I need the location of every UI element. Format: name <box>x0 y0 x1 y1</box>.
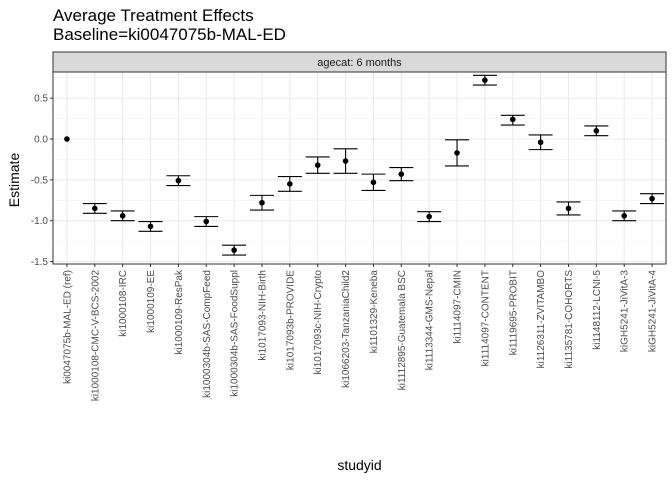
point-9 <box>314 162 321 168</box>
x-tick-label: ki0047075b-MAL-ED (ref) <box>62 270 73 384</box>
point-1 <box>91 205 98 212</box>
point-17 <box>537 139 544 146</box>
x-tick-label: ki1066203-TanzaniaChild2 <box>341 270 352 388</box>
point-6 <box>231 247 237 253</box>
x-tick-label: ki1101329-Keneba <box>369 270 380 354</box>
x-tick-label: ki1000304b-SAS-FoodSuppl <box>230 270 241 397</box>
data-points <box>64 77 655 253</box>
grid-lines <box>53 72 666 264</box>
chart-subtitle: Baseline=ki0047075b-MAL-ED <box>53 25 286 44</box>
point-4 <box>175 177 182 184</box>
point-7 <box>259 199 265 206</box>
chart-title: Average Treatment Effects <box>53 6 254 25</box>
point-5 <box>203 218 210 225</box>
y-tick-label: -0.5 <box>31 175 49 186</box>
point-14 <box>454 150 460 156</box>
y-tick-label: -1.5 <box>31 257 49 268</box>
x-tick-label: ki1112895-Guatemala BSC <box>397 270 408 390</box>
point-19 <box>593 128 600 134</box>
point-21 <box>649 195 655 202</box>
x-tick-label: ki1017093-NIH-Birth <box>257 270 268 361</box>
point-11 <box>370 179 377 186</box>
y-axis-ticks: 0.5 0.0 -0.5 -1.0 -1.5 <box>31 94 53 268</box>
y-tick-label: -1.0 <box>31 216 49 227</box>
point-3 <box>147 223 154 230</box>
x-tick-label: ki1000304b-SAS-CompFeed <box>202 270 213 398</box>
x-tick-label: ki1000109-EE <box>146 270 157 333</box>
point-15 <box>482 77 488 83</box>
point-8 <box>287 181 293 187</box>
point-12 <box>398 171 405 177</box>
plot-panel <box>52 71 667 265</box>
x-axis-title: studyid <box>337 457 381 473</box>
x-tick-label: kiGH5241-JiVitA-4 <box>648 270 659 353</box>
y-tick-label: 0.5 <box>34 94 48 105</box>
x-tick-label: ki1017093c-NIH-Crypto <box>313 270 324 375</box>
facet-label: agecat: 6 months <box>317 57 402 69</box>
y-tick-label: 0.0 <box>34 134 48 145</box>
x-tick-label: ki1114097-CMIN <box>453 270 464 344</box>
point-20 <box>621 212 628 219</box>
x-tick-label: ki1000108-IRC <box>118 270 129 337</box>
x-tick-label: ki1135781-COHORTS <box>564 270 575 369</box>
x-tick-label: ki1113344-GMS-Nepal <box>425 270 436 370</box>
point-10 <box>342 158 349 164</box>
y-axis-title: Estimate <box>6 153 22 208</box>
x-tick-label: ki1000108-CMC-V-BCS-2002 <box>90 270 101 402</box>
point-16 <box>509 116 516 123</box>
chart-title-block: Average Treatment Effects Baseline=ki004… <box>53 6 286 44</box>
x-tick-label: ki1119695-PROBIT <box>508 270 519 355</box>
x-axis-ticks: ki0047075b-MAL-ED (ref) ki1000108-CMC-V-B… <box>62 264 659 402</box>
x-tick-label: ki1114097-CONTENT <box>480 270 491 366</box>
point-0 <box>64 136 70 142</box>
x-tick-label: ki1126311-ZVITAMBO <box>536 270 547 369</box>
point-2 <box>119 212 126 219</box>
x-tick-label: ki1017093b-PROVIDE <box>285 270 296 370</box>
plot-background <box>53 72 666 264</box>
point-13 <box>426 213 432 220</box>
x-tick-label: ki1000109-ResPak <box>174 269 185 354</box>
x-tick-label: ki1148112-LCNI-5 <box>592 270 603 350</box>
x-tick-label: kiGH5241-JiVitA-3 <box>620 270 631 353</box>
point-18 <box>565 205 572 212</box>
